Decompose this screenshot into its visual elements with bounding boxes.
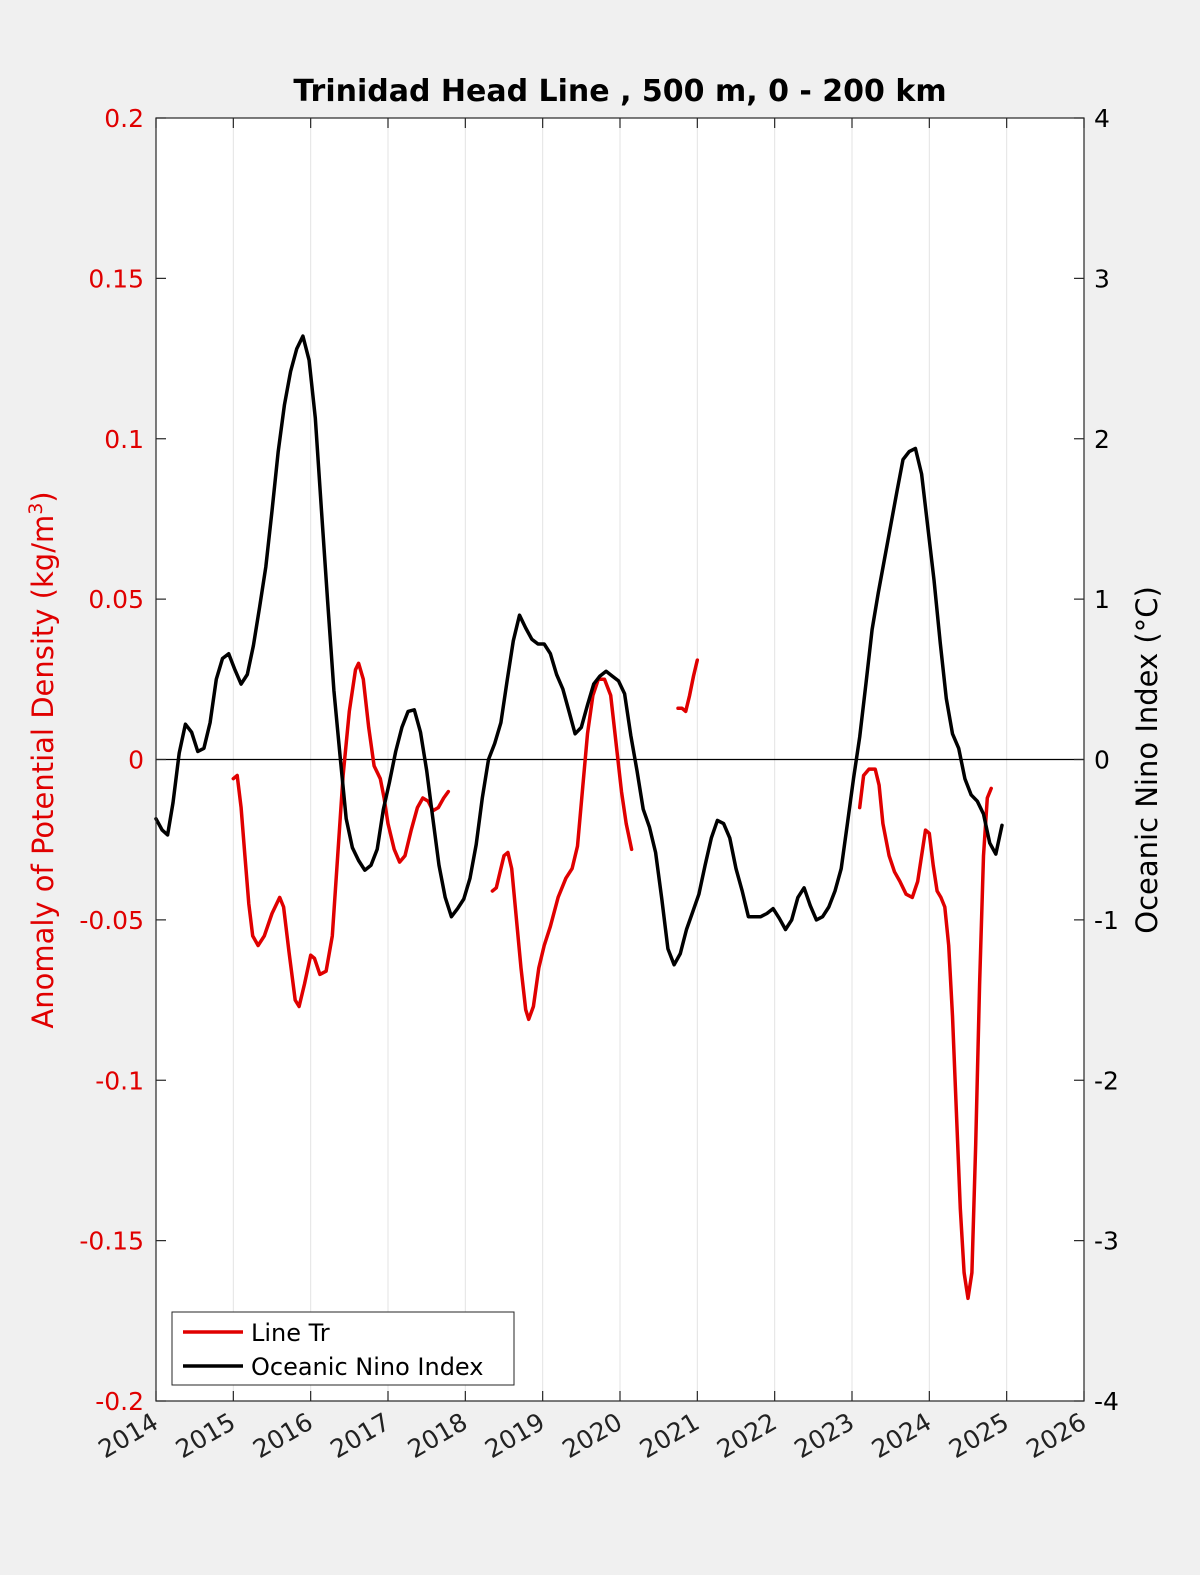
right-y-tick-label: 4: [1094, 104, 1110, 133]
left-y-tick-label: 0.05: [88, 585, 144, 614]
right-y-tick-label: 0: [1094, 746, 1110, 775]
left-y-axis-label-superscript: 3: [25, 503, 47, 515]
x-tick-label: 2016: [248, 1407, 318, 1464]
series-oceanic-nino-index: [154, 334, 1004, 967]
right-y-tick-label: -4: [1094, 1387, 1119, 1416]
x-tick-label: 2026: [1021, 1407, 1091, 1464]
left-y-tick-label: 0.2: [104, 104, 144, 133]
left-y-tick-label: -0.15: [79, 1227, 144, 1256]
left-y-axis-label-close: ): [26, 491, 60, 502]
right-y-axis-label: Oceanic Nino Index (°C): [1130, 586, 1164, 934]
right-y-tick-label: 1: [1094, 585, 1110, 614]
series-line-tr-segment-2: [490, 677, 634, 1022]
x-tick-label: 2022: [712, 1407, 782, 1464]
left-y-tick-label: 0: [128, 746, 144, 775]
legend: Line Tr Oceanic Nino Index: [171, 1311, 515, 1386]
right-y-tick-label: 2: [1094, 425, 1110, 454]
left-y-tick-label: 0.15: [88, 264, 144, 293]
right-y-tick-label: -3: [1094, 1227, 1119, 1256]
left-y-tick-label: 0.1: [104, 425, 144, 454]
series-layer: [154, 334, 1004, 1301]
legend-label-line-tr: Line Tr: [251, 1319, 330, 1347]
left-y-axis-label-text: Anomaly of Potential Density (kg/m: [26, 515, 60, 1029]
series-line-tr-segment-3: [676, 658, 700, 714]
x-tick-label: 2017: [325, 1407, 395, 1464]
x-tick-label: 2024: [867, 1407, 937, 1464]
x-tick-label: 2025: [944, 1407, 1014, 1464]
legend-label-oni: Oceanic Nino Index: [251, 1353, 483, 1381]
right-y-axis: 4 3 2 1 0 -1 -2 -3 -4: [1074, 104, 1119, 1416]
x-tick-label: 2019: [480, 1407, 550, 1464]
left-y-axis-label: Anomaly of Potential Density (kg/m3): [25, 491, 60, 1028]
x-tick-label: 2021: [635, 1407, 705, 1464]
series-line-tr-segment-4: [857, 767, 993, 1301]
chart-title: Trinidad Head Line , 500 m, 0 - 200 km: [293, 74, 946, 109]
x-tick-label: 2018: [403, 1407, 473, 1464]
x-tick-label: 2020: [557, 1407, 627, 1464]
left-y-tick-label: -0.1: [95, 1066, 144, 1095]
right-y-tick-label: 3: [1094, 264, 1110, 293]
series-line-tr-segment-1: [231, 661, 451, 1009]
x-tick-label: 2023: [789, 1407, 859, 1464]
x-tick-label: 2015: [171, 1407, 241, 1464]
plot-border: [155, 117, 1085, 1402]
left-y-axis: 0.2 0.15 0.1 0.05 0 -0.05 -0.1 -0.15 -0.2: [79, 104, 166, 1416]
right-y-tick-label: -2: [1094, 1066, 1119, 1095]
left-y-tick-label: -0.2: [95, 1387, 144, 1416]
right-y-tick-label: -1: [1094, 906, 1119, 935]
left-y-tick-label: -0.05: [79, 906, 144, 935]
legend-box: [171, 1311, 515, 1386]
